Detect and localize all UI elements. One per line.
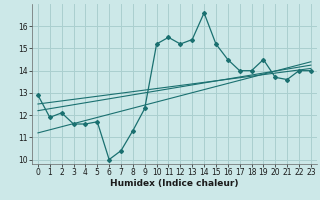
X-axis label: Humidex (Indice chaleur): Humidex (Indice chaleur) — [110, 179, 239, 188]
